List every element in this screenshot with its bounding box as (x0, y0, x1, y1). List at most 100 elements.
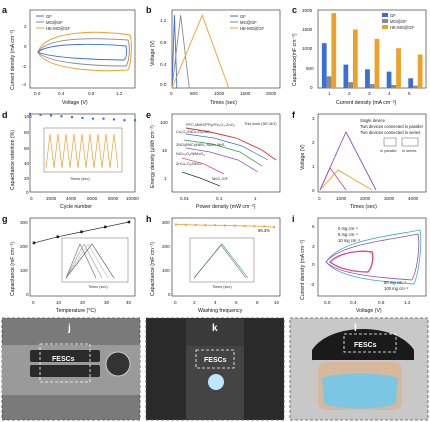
xtick-h-2: 4 (214, 300, 217, 305)
inset-d (43, 127, 123, 173)
annot-e-1: PPC-MMO/PPy//Fe₂O₃-ZnO₃ (186, 123, 236, 127)
retention-h: 96.3% (258, 228, 270, 233)
panel-label-e: e (146, 110, 151, 120)
plot-frame-g (29, 217, 136, 297)
ytick-b-3: 1.2 (160, 18, 167, 23)
photo-tag-l: FESCs (354, 342, 377, 349)
bar-mogf-5 (413, 85, 418, 88)
retention-point (123, 119, 126, 122)
photo-tag-k: FESCs (204, 357, 227, 364)
plot-frame-a (29, 9, 136, 89)
legend-b-gf: GF (240, 14, 246, 19)
ytick-g-3: 300 (20, 220, 28, 225)
ragone-ref-2 (183, 139, 263, 167)
legend-c: GF MO@GF HE-MO@GF (382, 13, 414, 30)
plot-frame-f (317, 113, 427, 193)
annot-e-6: MnO₂/GF (212, 177, 229, 181)
panel-b: b GF MO@GF HE-MO@GF 0 500 1000 1500 2000… (146, 5, 281, 106)
plot-frame-e (171, 113, 281, 193)
photo-l: l FESCs (289, 317, 429, 421)
xtick-h-1: 2 (193, 300, 196, 305)
retention-point (133, 119, 137, 122)
xtick-i-1: 0.4 (350, 300, 357, 305)
ylabel-c: Capacitance(mF cm⁻²) (292, 33, 298, 86)
ylabel-d: Capacitance retention (%) (10, 130, 16, 190)
xtick-i-2: 0.8 (378, 300, 385, 305)
legend-i-0: 0 mg cm⁻² (338, 226, 358, 231)
xtick-d-3: 6000 (87, 196, 98, 201)
photo-label-k: k (212, 323, 218, 334)
annot-e-4: NiCo₂O₄/NiMoO₄ (176, 152, 205, 156)
xtick-h-4: 8 (256, 300, 259, 305)
legend-a-gf: GF (46, 14, 52, 19)
plot-frame-b (171, 9, 281, 89)
legend-i-4: 100 mg cm⁻² (384, 286, 409, 291)
photo-label-l: l (354, 323, 357, 334)
retention-point (102, 117, 105, 120)
legend-i-1: 5 mg cm⁻² (338, 232, 358, 237)
ylabel-e: Energy density (μWh cm⁻²) (150, 125, 156, 188)
plot-frame-h (171, 217, 281, 297)
ytick-i-0: 6 (312, 224, 315, 229)
ylabel-h: Capacitance (mF cm⁻²) (150, 242, 156, 296)
ytick-b-0: 0.0 (160, 82, 167, 87)
wash-point (194, 223, 197, 227)
xtick-f-2: 2000 (360, 196, 371, 201)
xlabel-h: Washing frequency (198, 308, 243, 314)
ylabel-i: Current density (mA cm⁻²) (300, 239, 306, 300)
ytick-e-0: 1 (164, 176, 167, 181)
photo-tag-j: FESCs (52, 356, 75, 363)
legend-i-3: 50 mg cm⁻² (384, 280, 407, 285)
xtick-h-3: 6 (235, 300, 238, 305)
panel-label-h: h (146, 214, 152, 224)
f-series-curve (319, 130, 377, 191)
ytick-d-2: 60 (24, 146, 30, 151)
panel-label-a: a (2, 5, 8, 15)
bar-hemogf-3 (374, 38, 380, 88)
xtick-a-0: 0.0 (34, 91, 41, 96)
bar-gf-3 (365, 69, 370, 88)
retention-point (49, 114, 53, 117)
ytick-c-1: 500 (306, 66, 314, 71)
retention-point (39, 113, 42, 116)
xtick-d-2: 4000 (66, 196, 77, 201)
panel-a: a GF MO@GF HE-MO@GF 0.0 0.4 0.8 1.2 2 0 … (2, 5, 136, 106)
ytick-b-2: 0.8 (160, 40, 167, 45)
ylabel-g: Capacitance (mF cm⁻²) (10, 242, 16, 296)
ragone-ref-1 (185, 133, 269, 161)
ragone-ref-3 (185, 147, 259, 173)
bar-hemogf-1 (331, 13, 337, 88)
legend-f-2: Two devices connected in series (360, 130, 420, 135)
xlabel-i: Voltage (V) (356, 308, 382, 314)
bar-mogf-3 (369, 84, 375, 88)
legend-a: GF MO@GF HE-MO@GF (36, 14, 70, 31)
wash-point (174, 223, 178, 226)
xtick-c-2: 3 (368, 91, 371, 96)
annot-e-0: This work (HE-MO) (244, 122, 277, 126)
ytick-h-3: 300 (162, 220, 170, 225)
xtick-h-0: 0 (174, 300, 177, 305)
xtick-g-2: 20 (80, 300, 86, 305)
xtick-f-0: 0 (318, 196, 321, 201)
panel-label-f: f (292, 110, 296, 120)
ytick-f-3: 3 (312, 116, 315, 121)
ylabel-b: Voltage (V) (150, 40, 156, 66)
ytick-i-2: 0 (312, 262, 315, 267)
xtick-d-1: 2000 (46, 196, 57, 201)
ytick-f-1: 1 (312, 164, 315, 169)
wash-point (253, 225, 256, 228)
xtick-i-0: 0.0 (324, 300, 331, 305)
temp-point (127, 220, 131, 224)
cv-loop-gf (37, 43, 128, 61)
xtick-e-1: 0.1 (216, 196, 223, 201)
xtick-d-4: 8000 (108, 196, 119, 201)
panel-label-c: c (292, 5, 297, 15)
ytick-a-1: 0 (24, 44, 27, 49)
xtick-f-4: 4000 (408, 196, 419, 201)
retention-point (112, 118, 116, 121)
inset-xlabel-h: Times (sec) (212, 285, 232, 289)
temp-point (80, 230, 83, 234)
photo-label-j: j (67, 323, 71, 334)
ytick-c-0: 0 (310, 85, 313, 90)
panel-label-d: d (2, 110, 8, 120)
